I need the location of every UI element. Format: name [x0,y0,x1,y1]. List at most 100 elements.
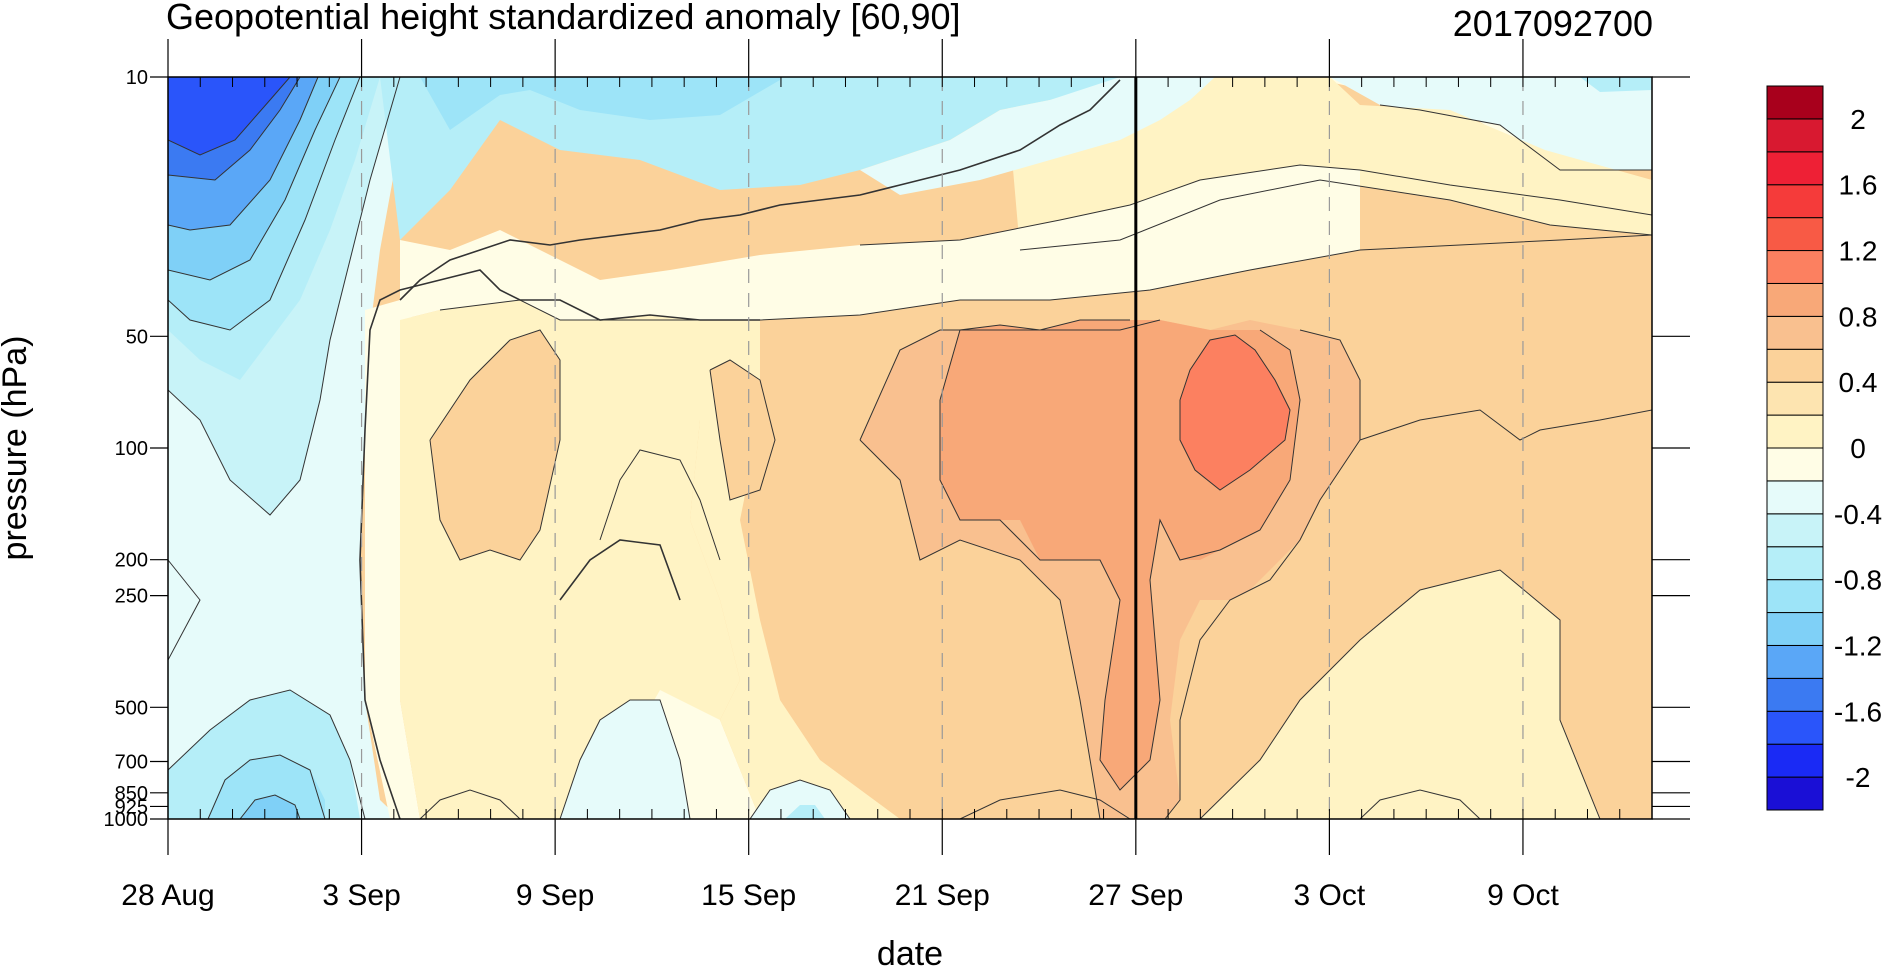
colorbar-label: 0 [1850,433,1866,464]
colorbar-swatch [1766,743,1824,778]
x-tick-label: 9 Oct [1487,879,1559,912]
cold-lower-center2 [750,780,850,819]
x-tick-label: 3 Sep [322,879,400,912]
x-tick-label: 21 Sep [895,879,990,912]
cold-top-light [860,77,1215,195]
colorbar-swatch [1766,644,1824,679]
colorbar-swatch [1766,217,1824,252]
colorbar-swatch [1766,677,1824,712]
colorbar-swatch [1766,480,1824,515]
contour-line [1199,569,1601,819]
y-tick-label: 200 [115,550,148,572]
warm-ring-15sep [710,360,775,500]
contour-line [168,77,301,181]
colorbar-swatch [1766,282,1824,317]
colorbar-label: -1.6 [1834,696,1882,727]
band-upper-right-cyan2 [1580,77,1652,92]
colorbar-swatch [1766,315,1824,350]
colorbar-swatch [1766,118,1824,153]
colorbar-swatch [1766,348,1824,383]
neutral-upper-yellow [400,165,1360,320]
colorbar-swatch [1766,579,1824,614]
y-tick-label: 1000 [104,809,149,831]
colorbar-swatch [1766,414,1824,449]
contour-line [1379,104,1652,171]
band-upper-right-cyan [1330,77,1652,170]
y-tick-label: 500 [115,697,148,719]
x-tick-label: 27 Sep [1088,879,1183,912]
colorbar-swatch [1766,710,1824,745]
x-tick-label: 3 Oct [1294,879,1366,912]
cold-lower-center3 [785,805,825,819]
contour-line [399,79,1121,301]
colorbar-label: -0.8 [1834,565,1882,596]
y-tick-label: 850 [115,783,148,805]
contour-line [207,754,326,819]
colorbar: 2 1.6 1.2 0.8 0.4 0 -0.4 -0.8 -1.2 -1.6 -2 [1766,85,1882,811]
neutral-lower-right [1200,570,1600,819]
colorbar-swatch [1766,184,1824,219]
contour-line [559,539,681,601]
contour-line [439,234,1652,321]
contour-line [859,319,1161,441]
contour-line [709,359,776,501]
colorbar-swatch [1766,85,1824,120]
contour-line [1359,789,1481,819]
y-tick-label: 50 [126,326,148,348]
colorbar-swatch [1766,513,1824,548]
cold-top-band-2 [420,77,780,130]
warm-blob-left [430,330,560,560]
contour-line [749,779,851,819]
colorbar-label: 0.8 [1839,301,1878,332]
contour-line [168,77,319,231]
colorbar-swatch [1766,776,1824,811]
contour-line [168,77,341,281]
colorbar-label: 1.2 [1839,236,1878,267]
colorbar-swatch [1766,612,1824,646]
cold-lower-left-mid [208,755,325,819]
colorbar-swatch [1766,151,1824,186]
colorbar-label: 1.6 [1839,170,1878,201]
contour-line [429,329,561,561]
contour-line [559,699,691,819]
x-axis: 28 Aug 3 Sep 9 Sep 15 Sep 21 Sep 27 Sep 3 Oct 9… [121,39,1653,912]
y-axis-label: pressure (hPa) [0,336,34,561]
contour-line [959,789,1131,819]
y-tick-label: 925 [115,796,148,818]
y-tick-label: 10 [126,67,148,89]
cold-lower-left-inner [240,795,300,819]
contour-line [168,689,366,819]
x-tick-label: 9 Sep [516,879,594,912]
colorbar-swatch [1766,250,1824,284]
contour-line [1359,409,1652,441]
colorbar-label: 0.4 [1839,367,1878,398]
contour-line [939,319,1130,401]
colorbar-label: -2 [1846,762,1871,793]
cold-left-c7 [168,77,290,155]
contour-line [1019,179,1652,251]
y-tick-label: 700 [115,752,148,774]
y-tick-label: 100 [115,438,148,460]
contour-line [168,77,361,331]
contour-line [859,164,1652,246]
contour-line [168,77,291,156]
colorbar-label: -0.4 [1834,499,1882,530]
chart-title: Geopotential height standardized anomaly… [166,0,961,37]
contour-line [168,77,401,516]
warm-right-lower [1180,410,1652,819]
contour-line [1179,334,1291,491]
colorbar-swatch [1766,381,1824,416]
anomaly-field [168,77,1652,819]
colorbar-swatch [1766,546,1824,581]
contour-lines [168,77,1652,819]
x-tick-label: 15 Sep [701,879,796,912]
chart-subtitle: 2017092700 [1453,3,1653,44]
contour-line [859,439,1101,819]
contour-line [1164,329,1361,819]
cold-top-band [380,77,1120,240]
contour-line [168,559,201,661]
cold-lower-center [560,700,690,819]
colorbar-label: 2 [1850,104,1866,135]
